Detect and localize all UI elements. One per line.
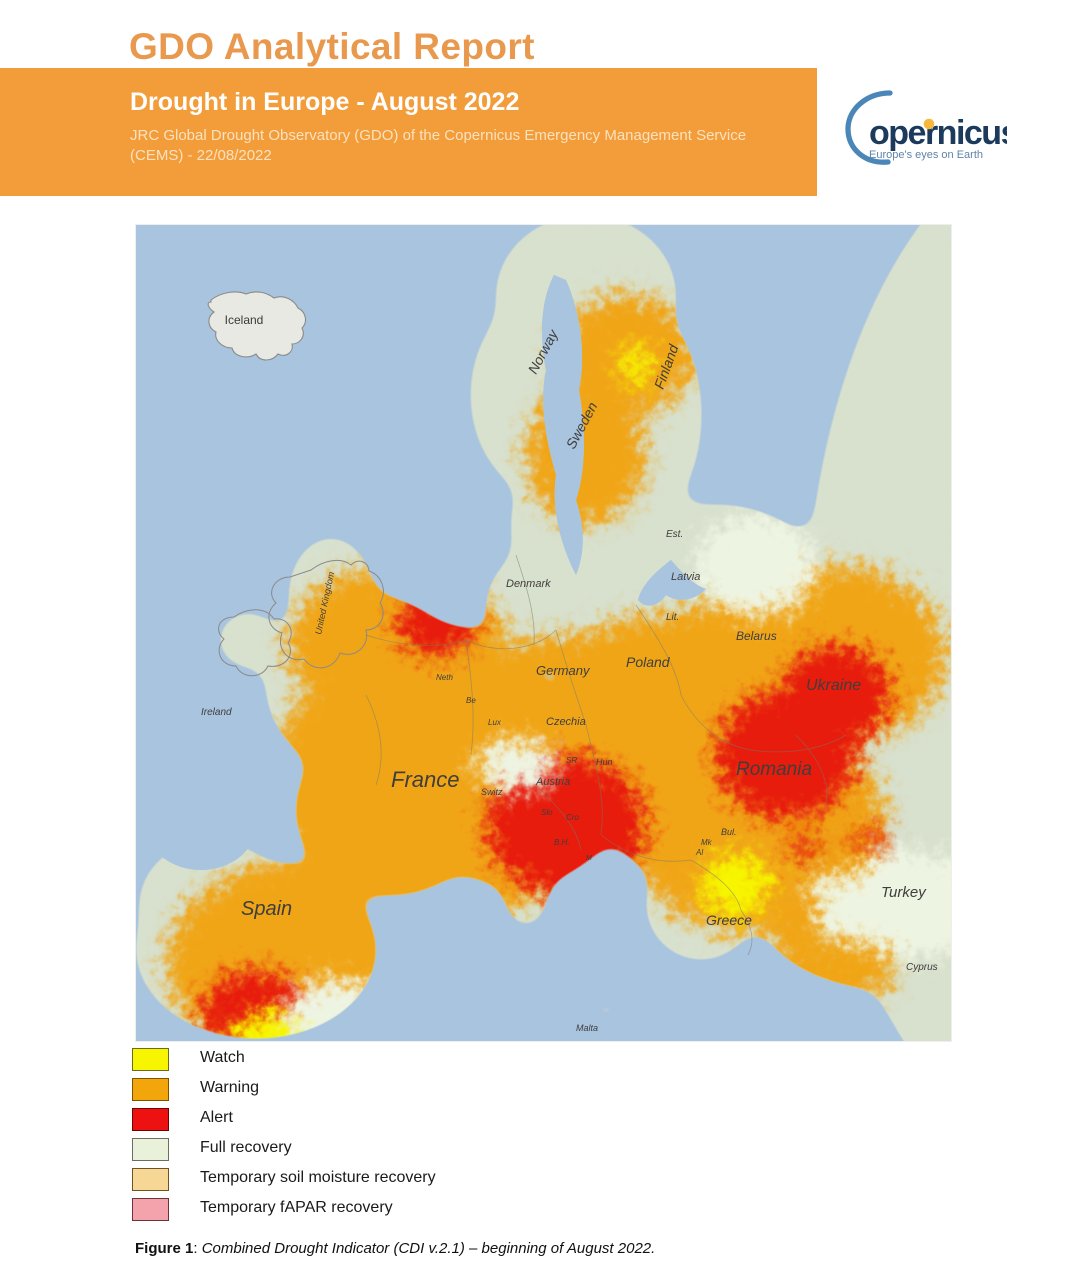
svg-text:Austria: Austria: [535, 776, 570, 788]
svg-text:Spain: Spain: [241, 898, 292, 920]
svg-text:opernicus: opernicus: [869, 114, 1007, 152]
svg-text:Slo: Slo: [541, 808, 553, 817]
svg-text:Mk: Mk: [701, 838, 713, 847]
svg-text:Al: Al: [695, 848, 703, 857]
svg-text:Lit.: Lit.: [666, 612, 679, 623]
svg-text:Europe's eyes on Earth: Europe's eyes on Earth: [869, 149, 983, 161]
svg-text:Cyprus: Cyprus: [906, 962, 938, 973]
svg-text:SR: SR: [566, 756, 577, 765]
svg-text:Turkey: Turkey: [881, 884, 927, 901]
svg-text:Belarus: Belarus: [736, 629, 777, 643]
svg-text:Czechia: Czechia: [546, 716, 586, 728]
svg-text:Malta: Malta: [576, 1023, 598, 1033]
svg-text:M: M: [586, 855, 592, 862]
svg-text:Poland: Poland: [626, 654, 671, 670]
svg-text:Be: Be: [466, 696, 476, 705]
svg-text:Bul.: Bul.: [721, 827, 737, 837]
svg-text:France: France: [391, 767, 459, 792]
svg-text:Greece: Greece: [706, 912, 752, 928]
svg-text:Lux: Lux: [488, 718, 502, 727]
svg-text:B.H.: B.H.: [554, 838, 570, 847]
svg-text:Hun: Hun: [596, 757, 613, 767]
svg-text:Latvia: Latvia: [671, 571, 700, 583]
svg-text:Germany: Germany: [536, 663, 591, 678]
svg-text:Cro: Cro: [566, 813, 579, 822]
svg-text:Ukraine: Ukraine: [806, 677, 861, 694]
svg-text:Ireland: Ireland: [201, 707, 232, 718]
svg-text:Romania: Romania: [736, 759, 812, 780]
svg-text:Neth: Neth: [436, 673, 453, 682]
svg-text:Iceland: Iceland: [225, 313, 264, 327]
svg-text:Denmark: Denmark: [506, 578, 551, 590]
svg-text:Est.: Est.: [666, 529, 683, 540]
svg-text:Switz: Switz: [481, 787, 503, 797]
